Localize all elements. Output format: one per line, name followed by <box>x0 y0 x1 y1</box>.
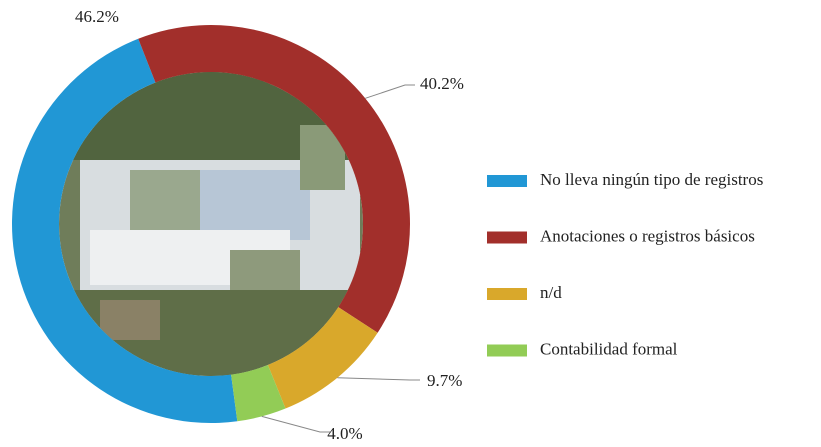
data-label: 46.2% <box>75 7 119 26</box>
legend-swatch <box>487 231 527 244</box>
legend-label: n/d <box>540 283 562 302</box>
legend-label: Anotaciones o registros básicos <box>540 226 755 245</box>
legend-label: No lleva ningún tipo de registros <box>540 170 763 189</box>
donut-slice <box>138 25 410 333</box>
leader-line <box>365 84 415 99</box>
leader-line <box>337 377 420 381</box>
data-label: 4.0% <box>327 424 362 443</box>
data-label: 40.2% <box>420 74 464 93</box>
legend-swatch <box>487 288 527 300</box>
leader-line <box>261 415 330 433</box>
data-label: 9.7% <box>427 371 462 390</box>
donut-slice <box>12 38 238 423</box>
donut-slice <box>267 307 378 409</box>
legend-swatch <box>487 175 527 187</box>
legend-swatch <box>487 344 527 357</box>
donut-slice <box>231 364 286 422</box>
legend-label: Contabilidad formal <box>540 339 678 358</box>
